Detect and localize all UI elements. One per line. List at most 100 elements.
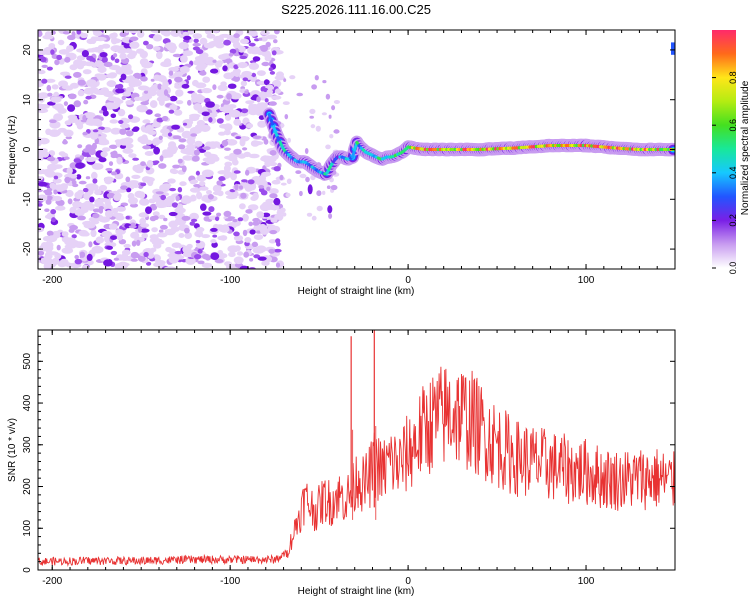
noise-blob xyxy=(110,119,119,123)
noise-blob xyxy=(285,193,290,197)
noise-blob xyxy=(82,265,90,272)
noise-blob xyxy=(328,213,332,219)
noise-blob xyxy=(241,179,248,182)
noise-blob xyxy=(247,47,254,54)
noise-blob xyxy=(316,190,321,196)
noise-blob xyxy=(143,177,155,183)
noise-blob xyxy=(42,35,53,40)
noise-blob xyxy=(183,36,191,40)
noise-blob xyxy=(86,176,90,179)
noise-blob xyxy=(156,191,164,194)
noise-blob xyxy=(239,185,243,189)
noise-blob xyxy=(182,246,191,254)
noise-blob xyxy=(217,118,224,124)
noise-blob xyxy=(172,165,180,169)
noise-blob xyxy=(83,100,88,105)
noise-blob xyxy=(189,114,201,118)
noise-blob xyxy=(187,100,192,106)
noise-blob xyxy=(136,240,140,246)
noise-blob xyxy=(99,110,103,113)
noise-blob xyxy=(117,233,123,240)
noise-blob xyxy=(126,216,130,220)
noise-blob xyxy=(62,85,72,89)
noise-blob xyxy=(64,157,70,160)
noise-blob xyxy=(77,190,84,196)
noise-blob xyxy=(111,171,117,175)
noise-blob xyxy=(244,90,248,94)
noise-blob xyxy=(240,39,249,45)
noise-blob xyxy=(232,219,237,223)
noise-blob xyxy=(134,97,141,101)
noise-blob xyxy=(317,206,323,211)
noise-blob xyxy=(232,159,239,165)
noise-blob xyxy=(196,227,204,232)
noise-blob xyxy=(64,177,70,183)
y-tick-label: 200 xyxy=(22,478,33,495)
noise-blob xyxy=(51,217,56,222)
noise-blob xyxy=(210,228,218,232)
noise-blob xyxy=(183,123,187,126)
x-tick-label: -200 xyxy=(42,275,62,286)
noise-blob xyxy=(145,151,154,156)
noise-blob xyxy=(146,44,153,49)
noise-blob xyxy=(266,42,271,47)
noise-blob xyxy=(141,62,153,69)
noise-blob xyxy=(196,49,203,54)
noise-blob xyxy=(182,216,191,221)
noise-blob xyxy=(193,103,202,111)
noise-blob xyxy=(226,93,232,100)
noise-blob xyxy=(233,232,240,237)
y-tick-label: 20 xyxy=(22,44,33,56)
noise-blob xyxy=(63,31,70,34)
noise-blob xyxy=(282,212,286,216)
noise-blob xyxy=(67,35,76,40)
noise-blob xyxy=(224,162,232,167)
noise-blob xyxy=(215,217,219,222)
noise-blob xyxy=(77,64,84,70)
noise-blob xyxy=(159,98,165,106)
noise-blob xyxy=(175,71,183,76)
noise-blob xyxy=(216,213,221,217)
noise-blob xyxy=(38,138,49,145)
noise-blob xyxy=(128,153,136,158)
noise-blob xyxy=(116,157,122,165)
noise-blob xyxy=(89,197,94,203)
colorbar-tick-label: 0.8 xyxy=(728,71,738,84)
noise-blob xyxy=(78,230,88,237)
noise-blob xyxy=(109,223,118,230)
noise-blob xyxy=(269,230,277,234)
noise-blob xyxy=(153,46,160,51)
noise-blob xyxy=(57,245,61,251)
noise-blob xyxy=(226,171,233,177)
noise-blob xyxy=(273,39,278,43)
noise-blob xyxy=(131,259,138,262)
colorbar-label: Normalized spectral amplitude xyxy=(740,80,750,215)
noise-blob xyxy=(87,39,95,44)
noise-blob xyxy=(115,88,124,93)
noise-blob xyxy=(273,198,280,205)
noise-blob xyxy=(218,54,228,60)
noise-blob xyxy=(69,238,76,243)
noise-blob xyxy=(191,180,198,184)
noise-blob xyxy=(256,245,267,252)
noise-blob xyxy=(64,57,70,63)
noise-blob xyxy=(212,235,217,238)
noise-blob xyxy=(126,130,134,136)
noise-blob xyxy=(217,95,224,99)
noise-blob xyxy=(326,94,330,100)
noise-blob xyxy=(242,147,247,150)
noise-blob xyxy=(195,125,202,130)
noise-blob xyxy=(193,33,203,39)
noise-blob xyxy=(174,85,182,89)
noise-blob xyxy=(139,198,149,206)
noise-blob xyxy=(54,176,58,180)
noise-blob xyxy=(90,230,96,238)
noise-blob xyxy=(78,80,86,86)
noise-blob xyxy=(160,128,170,134)
noise-blob xyxy=(44,208,49,212)
noise-blob xyxy=(162,183,172,187)
noise-blob xyxy=(159,136,163,140)
noise-blob xyxy=(147,160,154,168)
noise-blob xyxy=(244,237,251,243)
noise-blob xyxy=(274,166,281,171)
